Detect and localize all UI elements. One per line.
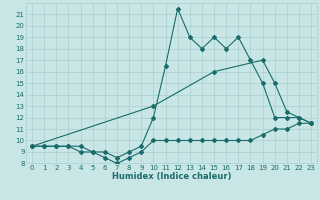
X-axis label: Humidex (Indice chaleur): Humidex (Indice chaleur) bbox=[112, 172, 231, 181]
